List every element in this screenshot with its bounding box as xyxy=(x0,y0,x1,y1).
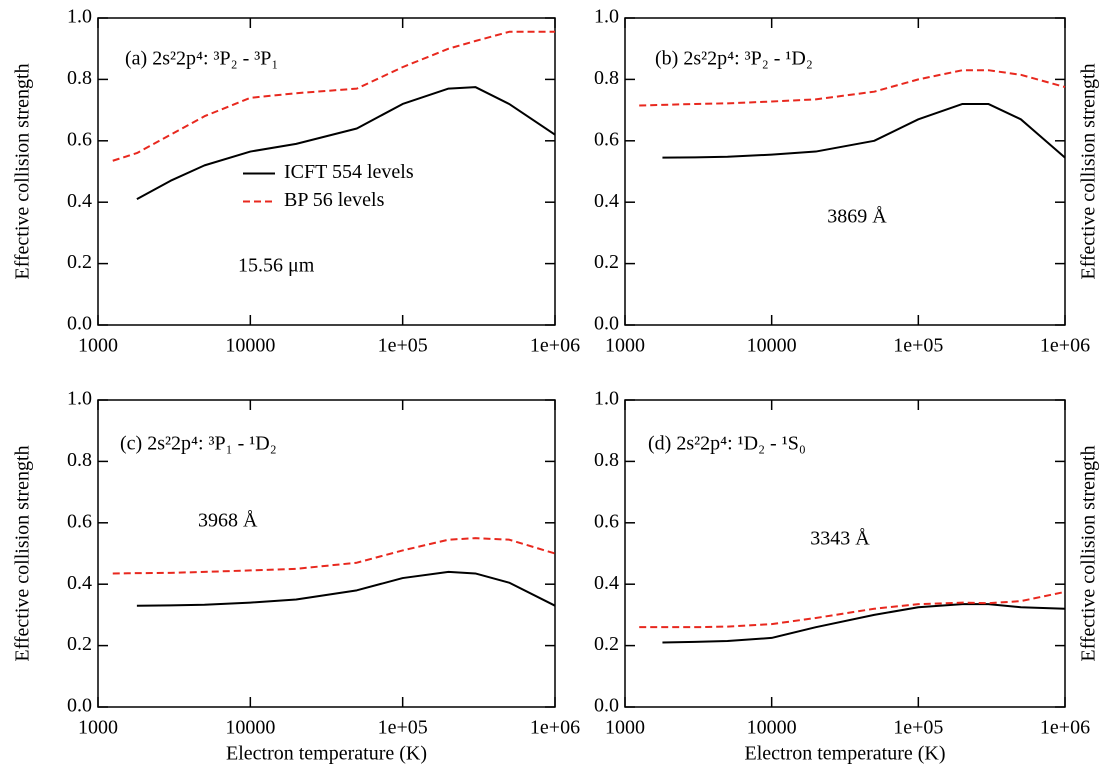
y-tick-label: 0.0 xyxy=(594,695,619,717)
x-tick-label: 10000 xyxy=(225,335,275,357)
y-tick-label: 0.8 xyxy=(67,67,92,89)
y-tick-label: 0.2 xyxy=(67,633,92,655)
x-tick-label: 10000 xyxy=(747,335,797,357)
legend-label: ICFT 554 levels xyxy=(284,161,414,183)
panel-title: (c) 2s²2p⁴: ³P₁ - ¹D₂ xyxy=(120,433,277,455)
data-line xyxy=(112,30,555,162)
data-line xyxy=(112,537,556,575)
x-tick-label: 1e+05 xyxy=(378,335,428,357)
y-tick-label: 0.0 xyxy=(67,695,92,717)
y-tick-label: 0.4 xyxy=(594,572,619,594)
x-tick-label: 10000 xyxy=(225,717,275,739)
panel-title: (d) 2s²2p⁴: ¹D₂ - ¹S₀ xyxy=(648,433,806,455)
y-axis-label: Effective collision strength xyxy=(1078,445,1100,661)
annotation: 3968 Å xyxy=(198,510,258,532)
data-line xyxy=(662,102,1066,159)
y-axis-label: Effective collision strength xyxy=(12,445,34,661)
x-axis-label: Electron temperature (K) xyxy=(226,743,427,765)
x-tick-label: 10000 xyxy=(747,717,797,739)
x-tick-label: 1e+05 xyxy=(893,335,943,357)
y-tick-label: 0.6 xyxy=(67,510,92,532)
plot-frame xyxy=(97,399,556,708)
y-axis-label: Effective collision strength xyxy=(12,63,34,279)
y-tick-label: 0.2 xyxy=(594,633,619,655)
annotation: 3869 Å xyxy=(827,206,887,228)
plot-frame xyxy=(624,17,1066,326)
panel-title: (a) 2s²2p⁴: ³P₂ - ³P₁ xyxy=(125,48,278,70)
data-line xyxy=(639,590,1066,629)
legend-label: BP 56 levels xyxy=(284,189,385,211)
x-tick-label: 1000 xyxy=(78,717,118,739)
plot-frame xyxy=(97,17,556,326)
y-tick-label: 0.2 xyxy=(594,251,619,273)
x-tick-label: 1000 xyxy=(78,335,118,357)
x-tick-label: 1000 xyxy=(605,335,645,357)
y-tick-label: 0.4 xyxy=(67,572,92,594)
panel-title: (b) 2s²2p⁴: ³P₂ - ¹D₂ xyxy=(655,48,813,70)
y-tick-label: 1.0 xyxy=(594,6,619,28)
x-tick-label: 1e+05 xyxy=(893,717,943,739)
data-line xyxy=(662,603,1066,644)
x-axis-label: Electron temperature (K) xyxy=(744,743,945,765)
y-tick-label: 1.0 xyxy=(594,388,619,410)
y-tick-label: 0.2 xyxy=(67,251,92,273)
y-tick-label: 0.4 xyxy=(67,190,92,212)
x-tick-label: 1e+05 xyxy=(378,717,428,739)
plot-frame xyxy=(624,399,1066,708)
y-tick-label: 0.6 xyxy=(594,510,619,532)
annotation: 15.56 μm xyxy=(238,255,315,277)
data-line xyxy=(136,570,556,607)
x-tick-label: 1e+06 xyxy=(530,717,580,739)
y-tick-label: 0.8 xyxy=(594,67,619,89)
x-tick-label: 1000 xyxy=(605,717,645,739)
y-tick-label: 1.0 xyxy=(67,388,92,410)
y-axis-label: Effective collision strength xyxy=(1078,63,1100,279)
y-tick-label: 0.6 xyxy=(594,128,619,150)
y-tick-label: 0.4 xyxy=(594,190,619,212)
y-tick-label: 0.6 xyxy=(67,128,92,150)
annotation: 3343 Å xyxy=(810,528,870,550)
y-tick-label: 0.0 xyxy=(594,313,619,335)
x-tick-label: 1e+06 xyxy=(1040,717,1090,739)
y-tick-label: 0.8 xyxy=(594,449,619,471)
x-tick-label: 1e+06 xyxy=(530,335,580,357)
y-tick-label: 1.0 xyxy=(67,6,92,28)
x-tick-label: 1e+06 xyxy=(1040,335,1090,357)
y-tick-label: 0.8 xyxy=(67,449,92,471)
y-tick-label: 0.0 xyxy=(67,313,92,335)
data-line xyxy=(639,69,1066,107)
data-line xyxy=(136,86,556,201)
